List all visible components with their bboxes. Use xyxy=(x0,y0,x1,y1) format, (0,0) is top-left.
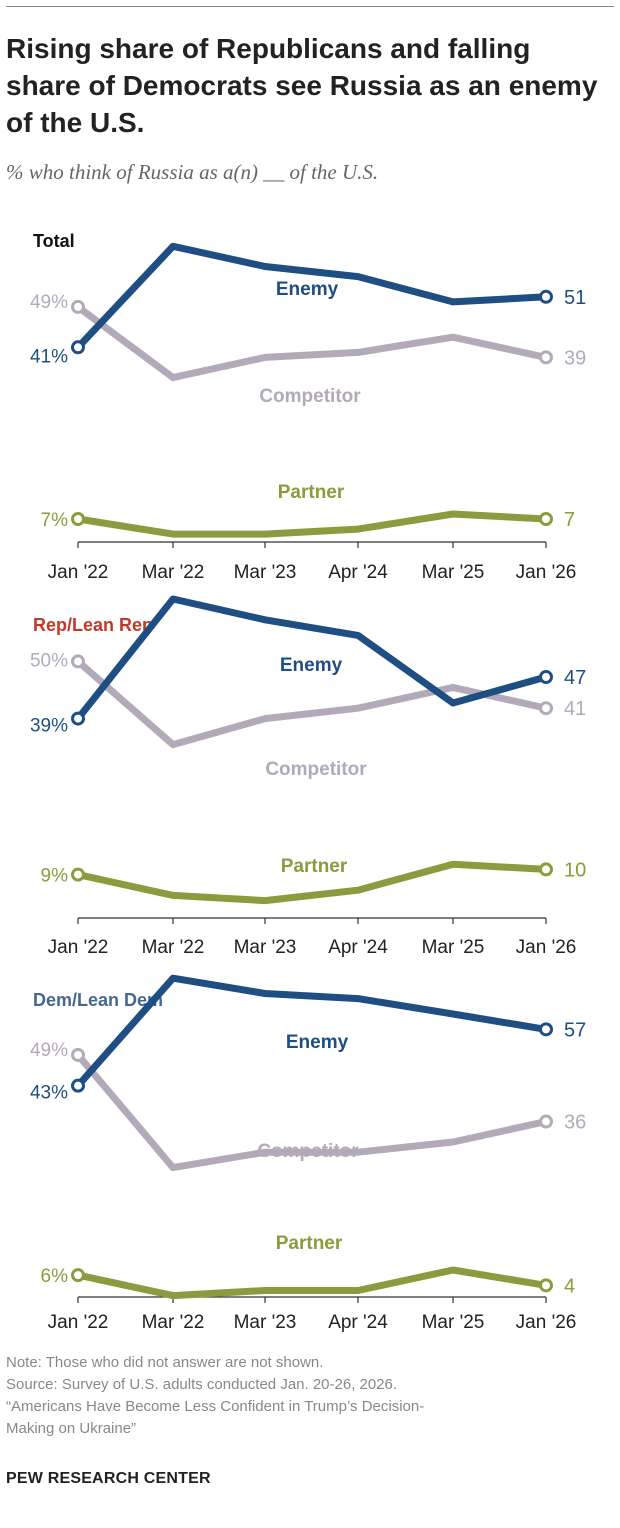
total-enemy-start-point xyxy=(71,340,85,355)
total-competitor-end-point xyxy=(539,350,553,365)
dem-partner-series-label: Partner xyxy=(276,1233,343,1254)
total-competitor-series-label: Competitor xyxy=(259,386,361,407)
rep-x-tick-label: Mar '22 xyxy=(142,937,205,958)
rep-competitor-end-point xyxy=(539,701,553,716)
total-x-tick-label: Jan '22 xyxy=(48,562,109,583)
dem-enemy-start-point xyxy=(71,1078,85,1093)
total-enemy-series-label: Enemy xyxy=(276,279,339,300)
dem-enemy-start-label: 43% xyxy=(30,1083,68,1104)
dem-enemy-end-point xyxy=(539,1022,553,1037)
dem-competitor-line xyxy=(74,1051,550,1172)
rep-enemy-line xyxy=(74,595,550,723)
total-partner-series-label: Partner xyxy=(278,482,345,503)
total-competitor-end-label: 39 xyxy=(564,347,586,369)
panel-title-dem: Dem/Lean Dem xyxy=(33,990,164,1010)
dem-partner-start-label: 6% xyxy=(41,1266,69,1287)
total-competitor-start-point xyxy=(71,299,85,314)
dem-x-tick-label: Mar '25 xyxy=(422,1312,485,1333)
chart-title: Rising share of Republicans and falling … xyxy=(6,33,598,138)
dem-competitor-start-point xyxy=(71,1047,85,1062)
total-partner-line xyxy=(74,510,550,538)
total-competitor-line xyxy=(74,303,550,382)
dem-x-tick-label: Mar '22 xyxy=(142,1312,205,1333)
total-partner-start-label: 7% xyxy=(41,510,69,531)
dem-partner-end-label: 4 xyxy=(564,1275,575,1297)
top-rule xyxy=(6,6,614,7)
dem-enemy-line xyxy=(74,974,550,1090)
total-competitor-start-label: 49% xyxy=(30,292,68,313)
source-text: Source: Survey of U.S. adults conducted … xyxy=(6,1376,398,1393)
rep-enemy-end-point xyxy=(539,670,553,684)
note-text: Note: Those who did not answer are not s… xyxy=(6,1354,324,1371)
total-x-tick-label: Apr '24 xyxy=(328,562,388,583)
total-x-tick-label: Mar '23 xyxy=(234,562,297,583)
total-x-tick-label: Jan '26 xyxy=(516,562,577,583)
rep-enemy-start-point xyxy=(71,711,85,726)
dem-x-tick-label: Jan '22 xyxy=(48,1312,109,1333)
dem-enemy-series-label: Enemy xyxy=(286,1032,349,1053)
rep-competitor-end-label: 41 xyxy=(564,698,586,720)
total-partner-end-point xyxy=(539,512,553,526)
total-x-tick-label: Mar '25 xyxy=(422,562,485,583)
rep-enemy-series-label: Enemy xyxy=(280,655,343,676)
footnote: Note: Those who did not answer are not s… xyxy=(6,1352,606,1440)
rep-partner-line xyxy=(74,860,550,905)
dem-enemy-end-label: 57 xyxy=(564,1019,586,1041)
rep-enemy-end-label: 47 xyxy=(564,667,586,689)
total-enemy-line xyxy=(74,242,550,351)
rep-partner-series-label: Partner xyxy=(281,856,348,877)
total-enemy-start-label: 41% xyxy=(30,346,68,367)
report-title-line2: Making on Ukraine” xyxy=(6,1420,137,1437)
total-partner-start-point xyxy=(71,512,85,526)
rep-x-tick-label: Jan '26 xyxy=(516,937,577,958)
rep-competitor-line xyxy=(74,657,550,749)
rep-enemy-start-label: 39% xyxy=(30,716,68,737)
rep-partner-start-point xyxy=(71,867,85,882)
dem-x-tick-label: Apr '24 xyxy=(328,1312,388,1333)
dem-x-tick-label: Mar '23 xyxy=(234,1312,297,1333)
pew-brand: PEW RESEARCH CENTER xyxy=(6,1470,211,1487)
rep-competitor-series-label: Competitor xyxy=(265,759,367,780)
rep-x-tick-label: Mar '25 xyxy=(422,937,485,958)
total-enemy-end-label: 51 xyxy=(564,287,586,309)
rep-competitor-start-point xyxy=(71,654,85,669)
panel-title-rep: Rep/Lean Rep xyxy=(33,615,154,635)
rep-partner-start-label: 9% xyxy=(41,866,69,887)
dem-x-tick-label: Jan '26 xyxy=(516,1312,577,1333)
dem-competitor-series-label: Competitor xyxy=(257,1141,359,1162)
rep-x-tick-label: Apr '24 xyxy=(328,937,388,958)
report-title-line1: “Americans Have Become Less Confident in… xyxy=(6,1398,425,1415)
dem-partner-end-point xyxy=(539,1278,553,1293)
rep-partner-end-label: 10 xyxy=(564,859,586,881)
rep-competitor-start-label: 50% xyxy=(30,650,68,671)
dem-partner-line xyxy=(74,1266,550,1300)
chart-subtitle: % who think of Russia as a(n) __ of the … xyxy=(6,160,379,184)
dem-partner-start-point xyxy=(71,1268,85,1283)
dem-competitor-end-point xyxy=(539,1114,553,1129)
dem-competitor-end-label: 36 xyxy=(564,1112,586,1134)
rep-partner-end-point xyxy=(539,862,553,877)
dem-competitor-start-label: 49% xyxy=(30,1040,68,1061)
total-partner-end-label: 7 xyxy=(564,509,575,531)
rep-x-tick-label: Jan '22 xyxy=(48,937,109,958)
rep-x-tick-label: Mar '23 xyxy=(234,937,297,958)
total-x-tick-label: Mar '22 xyxy=(142,562,205,583)
panel-title-total: Total xyxy=(33,231,75,251)
total-enemy-end-point xyxy=(539,289,553,304)
